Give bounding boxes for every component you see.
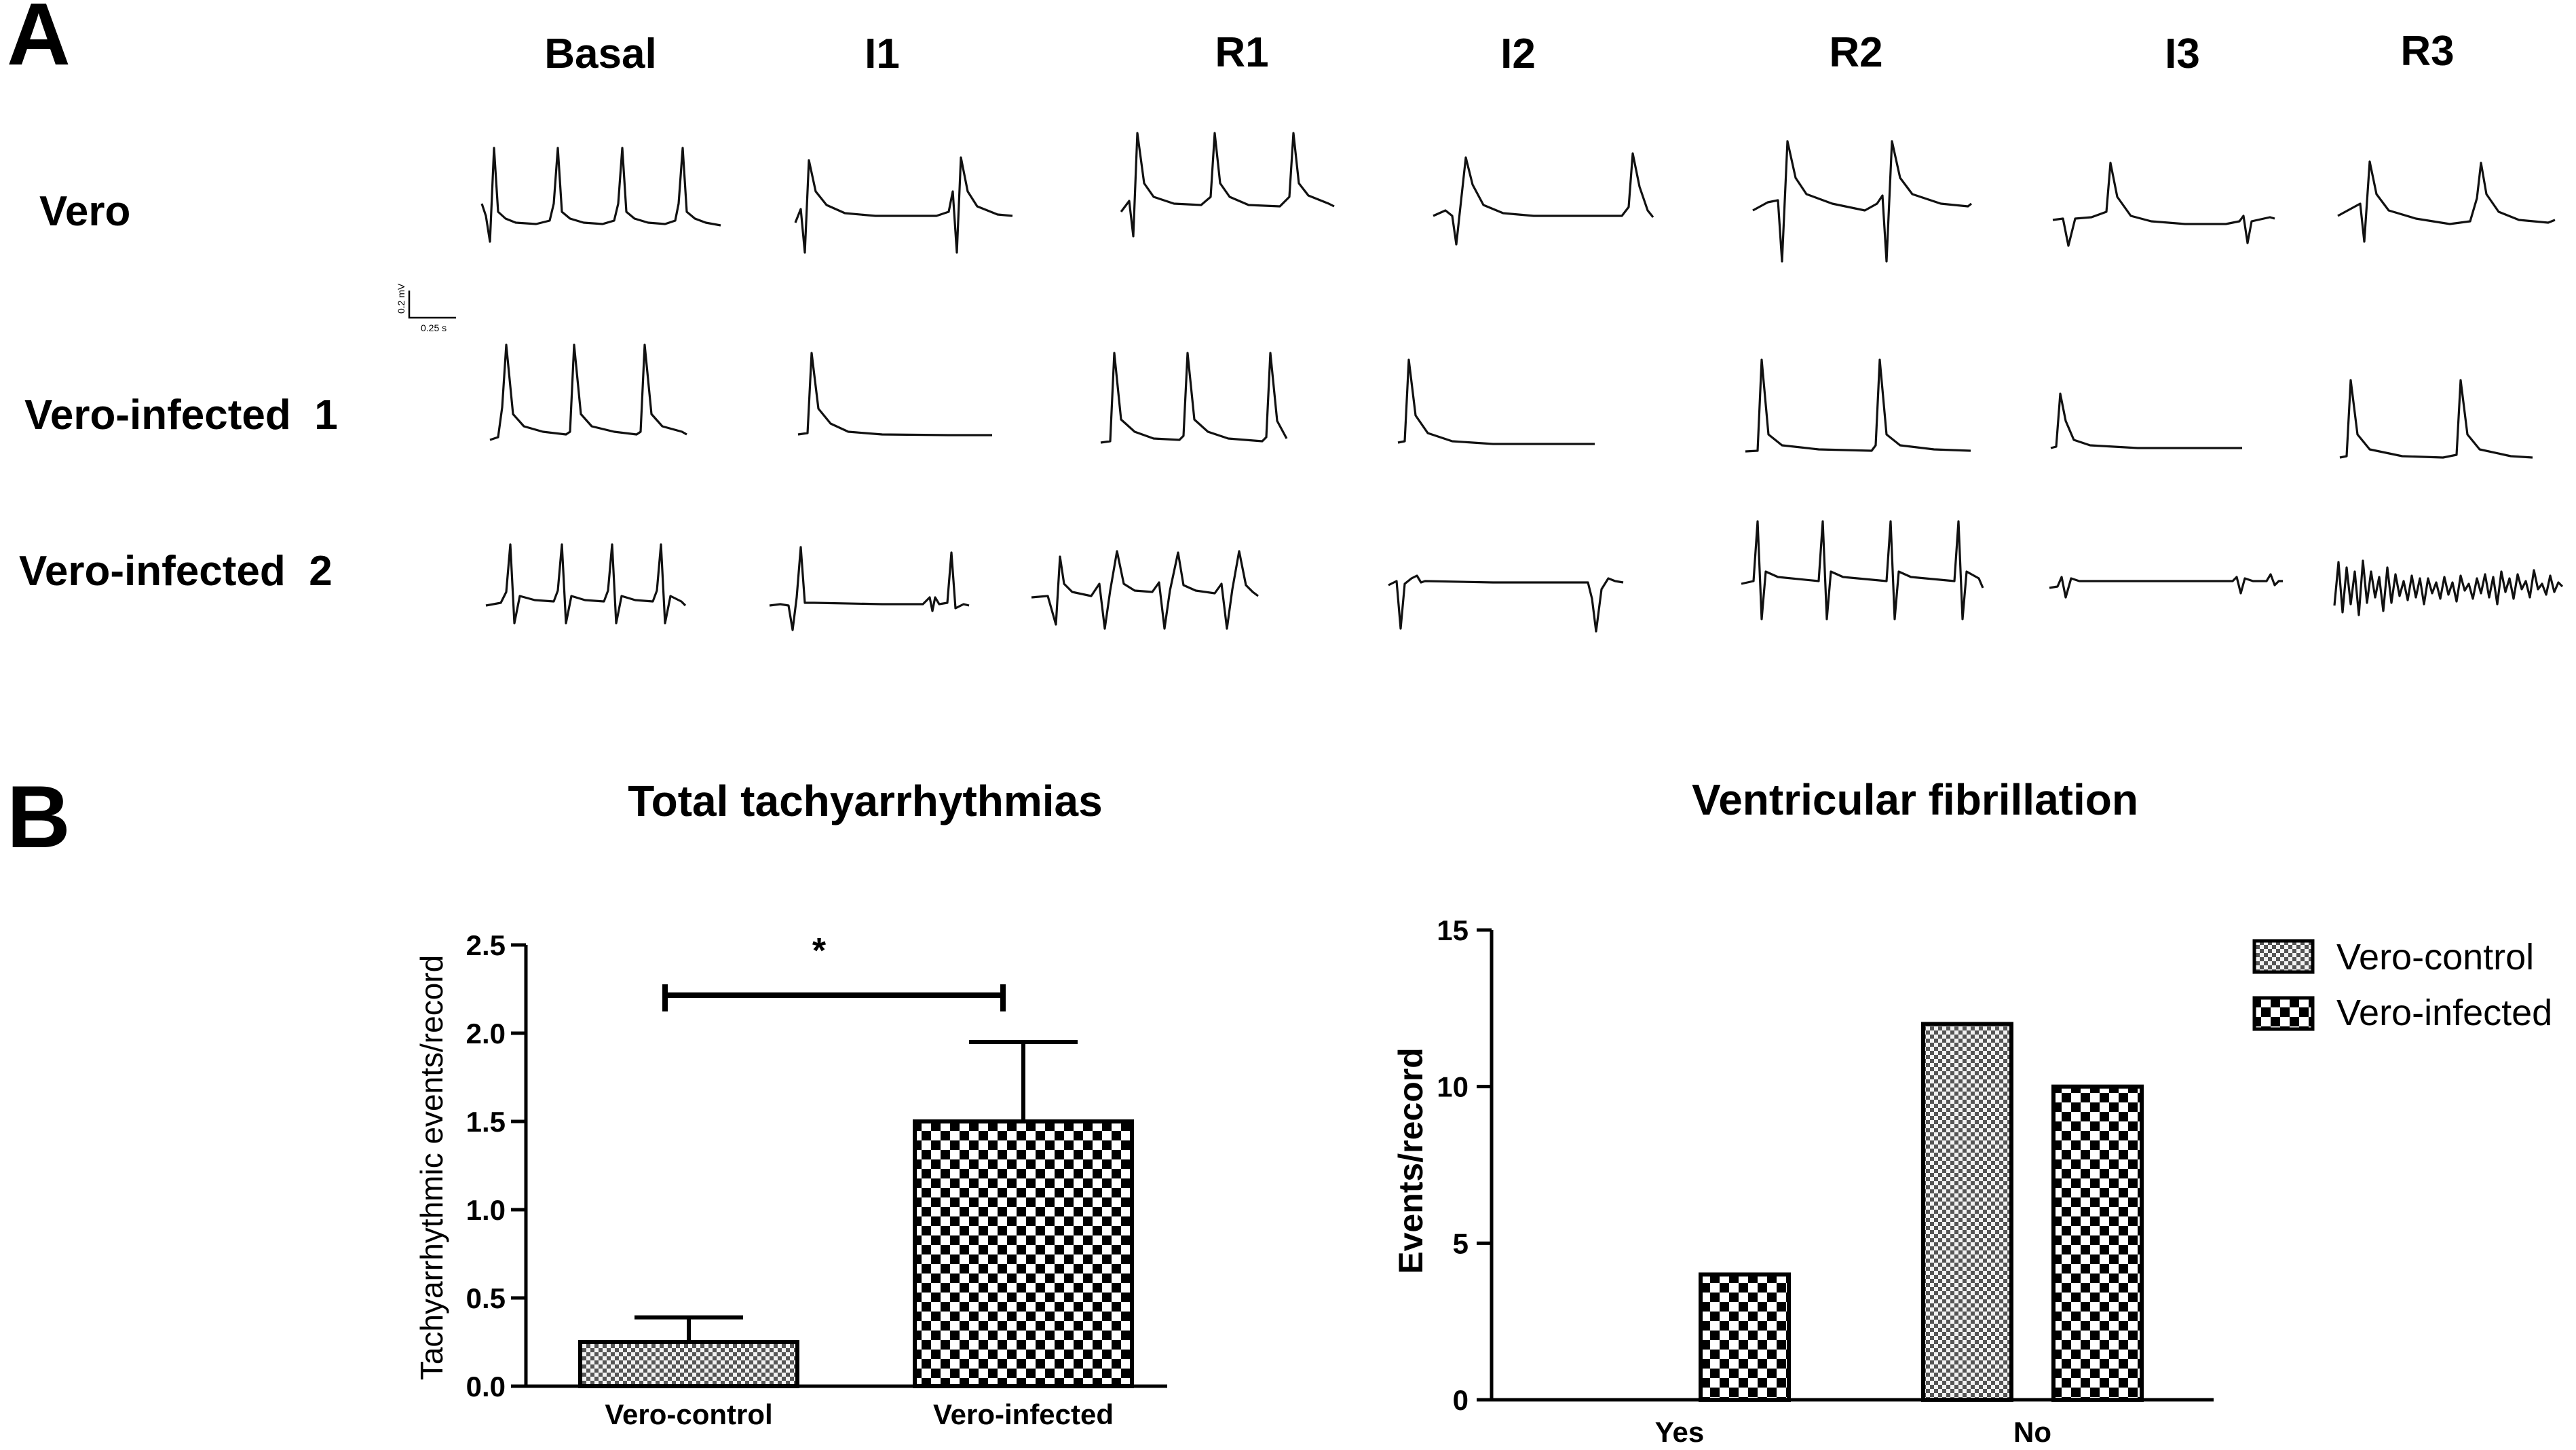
row-label-vero: Vero xyxy=(39,188,130,235)
chart1-ytick-label: 0.5 xyxy=(466,1282,506,1314)
trace-vero-i3 xyxy=(2052,162,2275,247)
chart1-ytick-label: 2.0 xyxy=(466,1018,506,1049)
legend-swatch-vero-infected xyxy=(2252,996,2315,1031)
chart2-ylabel: Events/record xyxy=(1392,1047,1430,1274)
chart2-ytick-label: 0 xyxy=(1453,1384,1469,1416)
panel-b-letter: B xyxy=(7,767,71,866)
chart1-xtick-label: Vero-infected xyxy=(933,1398,1114,1430)
trace-inf1-i3 xyxy=(2050,392,2242,449)
trace-inf1-i1 xyxy=(797,352,992,436)
chart2-title: Ventricular fibrillation xyxy=(1692,775,2138,824)
chart2-bar-vero-infected-no xyxy=(2051,1084,2144,1402)
trace-vero-r2 xyxy=(1752,140,1972,263)
row-label-vero-infected-2: Vero-infected 2 xyxy=(19,548,333,595)
column-header-r3: R3 xyxy=(2400,28,2454,75)
column-header-r1: R1 xyxy=(1215,29,1268,76)
chart2-xtick-label: Yes xyxy=(1655,1416,1704,1448)
trace-vero-r3 xyxy=(2337,160,2556,243)
chart1-bar-vero-infected xyxy=(913,1119,1134,1388)
chart1-bar-vero-control xyxy=(578,1340,799,1388)
trace-inf1-r1 xyxy=(1100,352,1288,444)
row-label-vero-infected-1: Vero-infected 1 xyxy=(24,392,338,439)
chart-ventricular-fibrillation: Ventricular fibrillation Events/record 0… xyxy=(1392,775,2552,1448)
trace-inf2-r1 xyxy=(1031,550,1259,630)
trace-inf2-i2 xyxy=(1388,574,1624,633)
column-header-basal: Basal xyxy=(544,31,656,77)
trace-inf1-i2 xyxy=(1397,358,1595,445)
column-header-i3: I3 xyxy=(2165,31,2200,77)
chart1-ytick-label: 1.0 xyxy=(466,1194,506,1226)
trace-inf2-r2 xyxy=(1741,520,1984,620)
chart2-xtick-label: No xyxy=(2013,1416,2051,1448)
chart2-legend: Vero-control Vero-infected xyxy=(2252,937,2552,1033)
chart2-ytick-label: 5 xyxy=(1453,1227,1469,1259)
chart1-ylabel: Tachyarrhythmic events/record xyxy=(414,955,449,1380)
scale-bar-voltage: 0.2 mV xyxy=(396,283,406,314)
chart2-ytick-label: 10 xyxy=(1437,1071,1469,1103)
chart1-significance-star: * xyxy=(812,931,827,971)
scale-bar: 0.2 mV 0.25 s xyxy=(396,283,456,333)
trace-inf1-r3 xyxy=(2339,379,2533,459)
trace-inf2-i1 xyxy=(769,546,970,631)
trace-inf2-basal xyxy=(485,543,687,625)
trace-inf2-r3 xyxy=(2333,559,2564,616)
chart1-significance-bracket xyxy=(662,984,1006,1011)
chart-total-tachyarrhythmias: Total tachyarrhythmias Tachyarrhythmic e… xyxy=(414,777,1167,1430)
trace-inf2-i3 xyxy=(2049,573,2283,599)
trace-vero-r1 xyxy=(1120,132,1335,238)
chart1-title: Total tachyarrhythmias xyxy=(628,777,1102,825)
chart1-ytick-label: 0.0 xyxy=(466,1371,506,1402)
chart2-bar-vero-infected-yes xyxy=(1699,1272,1791,1402)
legend-label-vero-infected: Vero-infected xyxy=(2336,992,2552,1033)
column-header-r2: R2 xyxy=(1829,29,1882,76)
trace-inf1-r2 xyxy=(1745,358,1971,453)
chart2-bar-vero-control-no xyxy=(1921,1022,2013,1402)
chart1-ytick-label: 1.5 xyxy=(466,1106,506,1138)
legend-swatch-vero-control xyxy=(2252,939,2315,974)
legend-label-vero-control: Vero-control xyxy=(2336,937,2534,978)
trace-vero-basal xyxy=(480,147,721,243)
trace-vero-i2 xyxy=(1433,152,1654,246)
scale-bar-time: 0.25 s xyxy=(421,322,447,333)
chart1-xtick-label: Vero-control xyxy=(605,1398,772,1430)
column-header-i2: I2 xyxy=(1500,31,1536,77)
column-header-i1: I1 xyxy=(865,31,900,77)
panel-a-letter: A xyxy=(7,0,71,83)
chart2-ytick-label: 15 xyxy=(1437,914,1469,946)
trace-inf1-basal xyxy=(489,343,687,441)
trace-vero-i1 xyxy=(794,156,1013,254)
chart1-ytick-label: 2.5 xyxy=(466,929,506,961)
